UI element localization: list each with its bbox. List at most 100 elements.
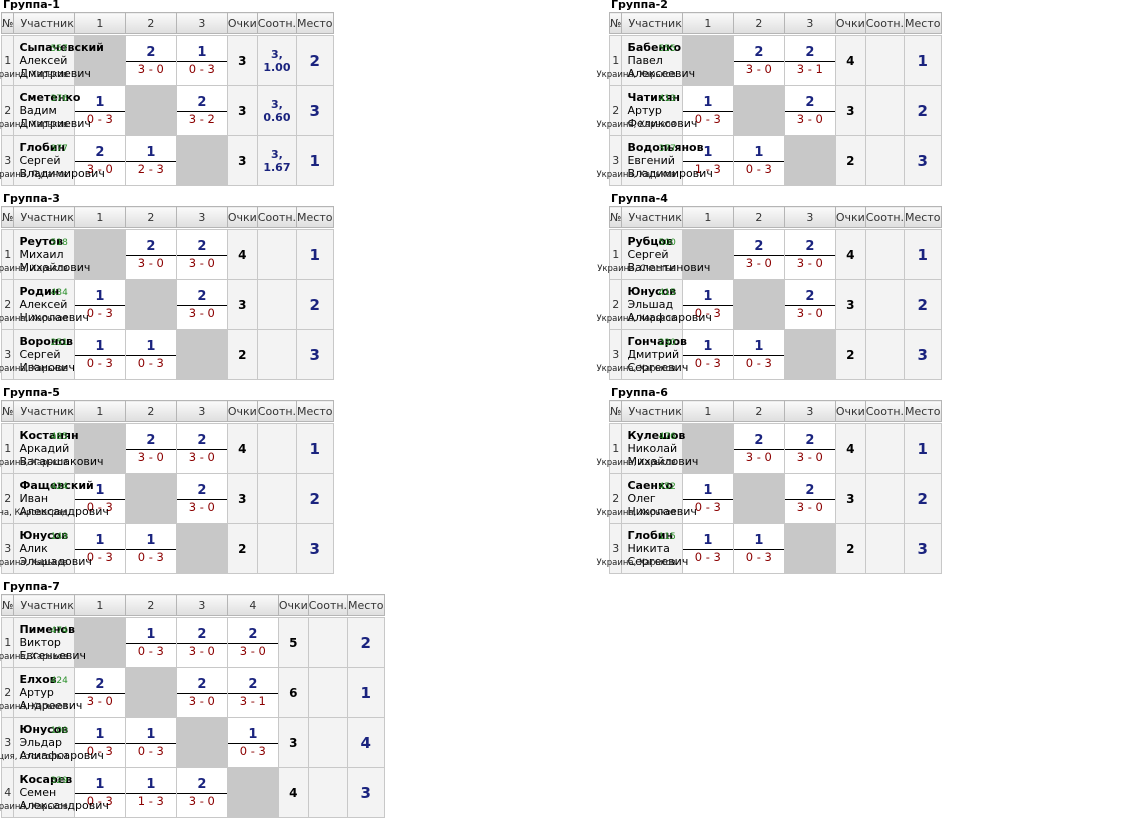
participant-surname[interactable]: Елхов	[19, 673, 57, 686]
header-place[interactable]: Место	[347, 594, 385, 616]
header-participant[interactable]: Участник	[13, 12, 75, 34]
participant-cell[interactable]: Бабенко Павел Алексеевич 555 Украина, Харьк…	[596, 35, 695, 86]
header-place[interactable]: Место	[296, 12, 334, 34]
header-participant[interactable]: Участник	[13, 400, 75, 422]
participant-surname[interactable]: Сыпачевский	[19, 41, 104, 54]
header-ratio[interactable]: Соотн.	[256, 400, 298, 422]
participant-cell[interactable]: Водопьянов Евгений Владимирович 377 Украина…	[596, 135, 713, 186]
participant-surname[interactable]: Юнусов	[19, 723, 69, 736]
participant-cell[interactable]: Глобин Никита Сергеевич 115 Украина, Харько…	[596, 523, 688, 574]
header-ratio[interactable]: Соотн.	[256, 206, 298, 228]
header-place[interactable]: Место	[296, 206, 334, 228]
header-points[interactable]: Очки	[834, 400, 866, 422]
participant-surname[interactable]: Сметенко	[19, 91, 81, 104]
header-points[interactable]: Очки	[277, 594, 309, 616]
header-place[interactable]: Место	[904, 400, 942, 422]
participant-cell[interactable]: Кулешов Николай Михайлович 476 Украина, Хар…	[596, 423, 698, 474]
header-place[interactable]: Место	[904, 206, 942, 228]
participant-surname[interactable]: Саенко	[627, 479, 674, 492]
participant-surname[interactable]: Реутов	[19, 235, 64, 248]
header-participant[interactable]: Участник	[13, 206, 75, 228]
participant-surname[interactable]: Глобин	[627, 529, 674, 542]
header-ratio[interactable]: Соотн.	[256, 12, 298, 34]
participant-surname[interactable]: Родин	[19, 285, 60, 298]
header-points[interactable]: Очки	[834, 206, 866, 228]
participant-cell[interactable]: Юнусов Эльшад Алиафсарович 415 Украина, Хар…	[596, 279, 712, 330]
participant-surname[interactable]: Чатикян	[627, 91, 680, 104]
participant-surname[interactable]: Пименов	[19, 623, 75, 636]
header-ratio[interactable]: Соотн.	[864, 206, 906, 228]
header-ratio[interactable]: Соотн.	[307, 594, 349, 616]
participant-cell[interactable]: Саенко Олег Николаевич 452 Украина, Харьков	[596, 473, 697, 524]
header-ratio[interactable]: Соотн.	[864, 400, 906, 422]
participant-surname[interactable]: Рубцов	[627, 235, 674, 248]
header-place[interactable]: Место	[296, 400, 334, 422]
participant-surname[interactable]: Юнусов	[627, 285, 677, 298]
participant-surname[interactable]: Костанян	[19, 429, 79, 442]
header-points[interactable]: Очки	[834, 12, 866, 34]
participant-surname[interactable]: Косарев	[19, 773, 73, 786]
header-points[interactable]: Очки	[226, 400, 258, 422]
participant-surname[interactable]: Воронов	[19, 335, 73, 348]
participant-surname[interactable]: Водопьянов	[627, 141, 704, 154]
header-points[interactable]: Очки	[226, 206, 258, 228]
header-ratio[interactable]: Соотн.	[864, 12, 906, 34]
participant-surname[interactable]: Юнусов	[19, 529, 69, 542]
participant-cell[interactable]: Чатикян Артур Феликсович 413 Украина, Харьк…	[596, 85, 697, 136]
header-participant[interactable]: Участник	[621, 12, 683, 34]
participant-surname[interactable]: Кулешов	[627, 429, 686, 442]
header-participant[interactable]: Участник	[621, 400, 683, 422]
header-place[interactable]: Место	[904, 12, 942, 34]
participant-cell[interactable]: Гончаров Дмитрий Сергеевич 230 Украина, Хар…	[596, 329, 688, 380]
participant-surname[interactable]: Гончаров	[627, 335, 687, 348]
